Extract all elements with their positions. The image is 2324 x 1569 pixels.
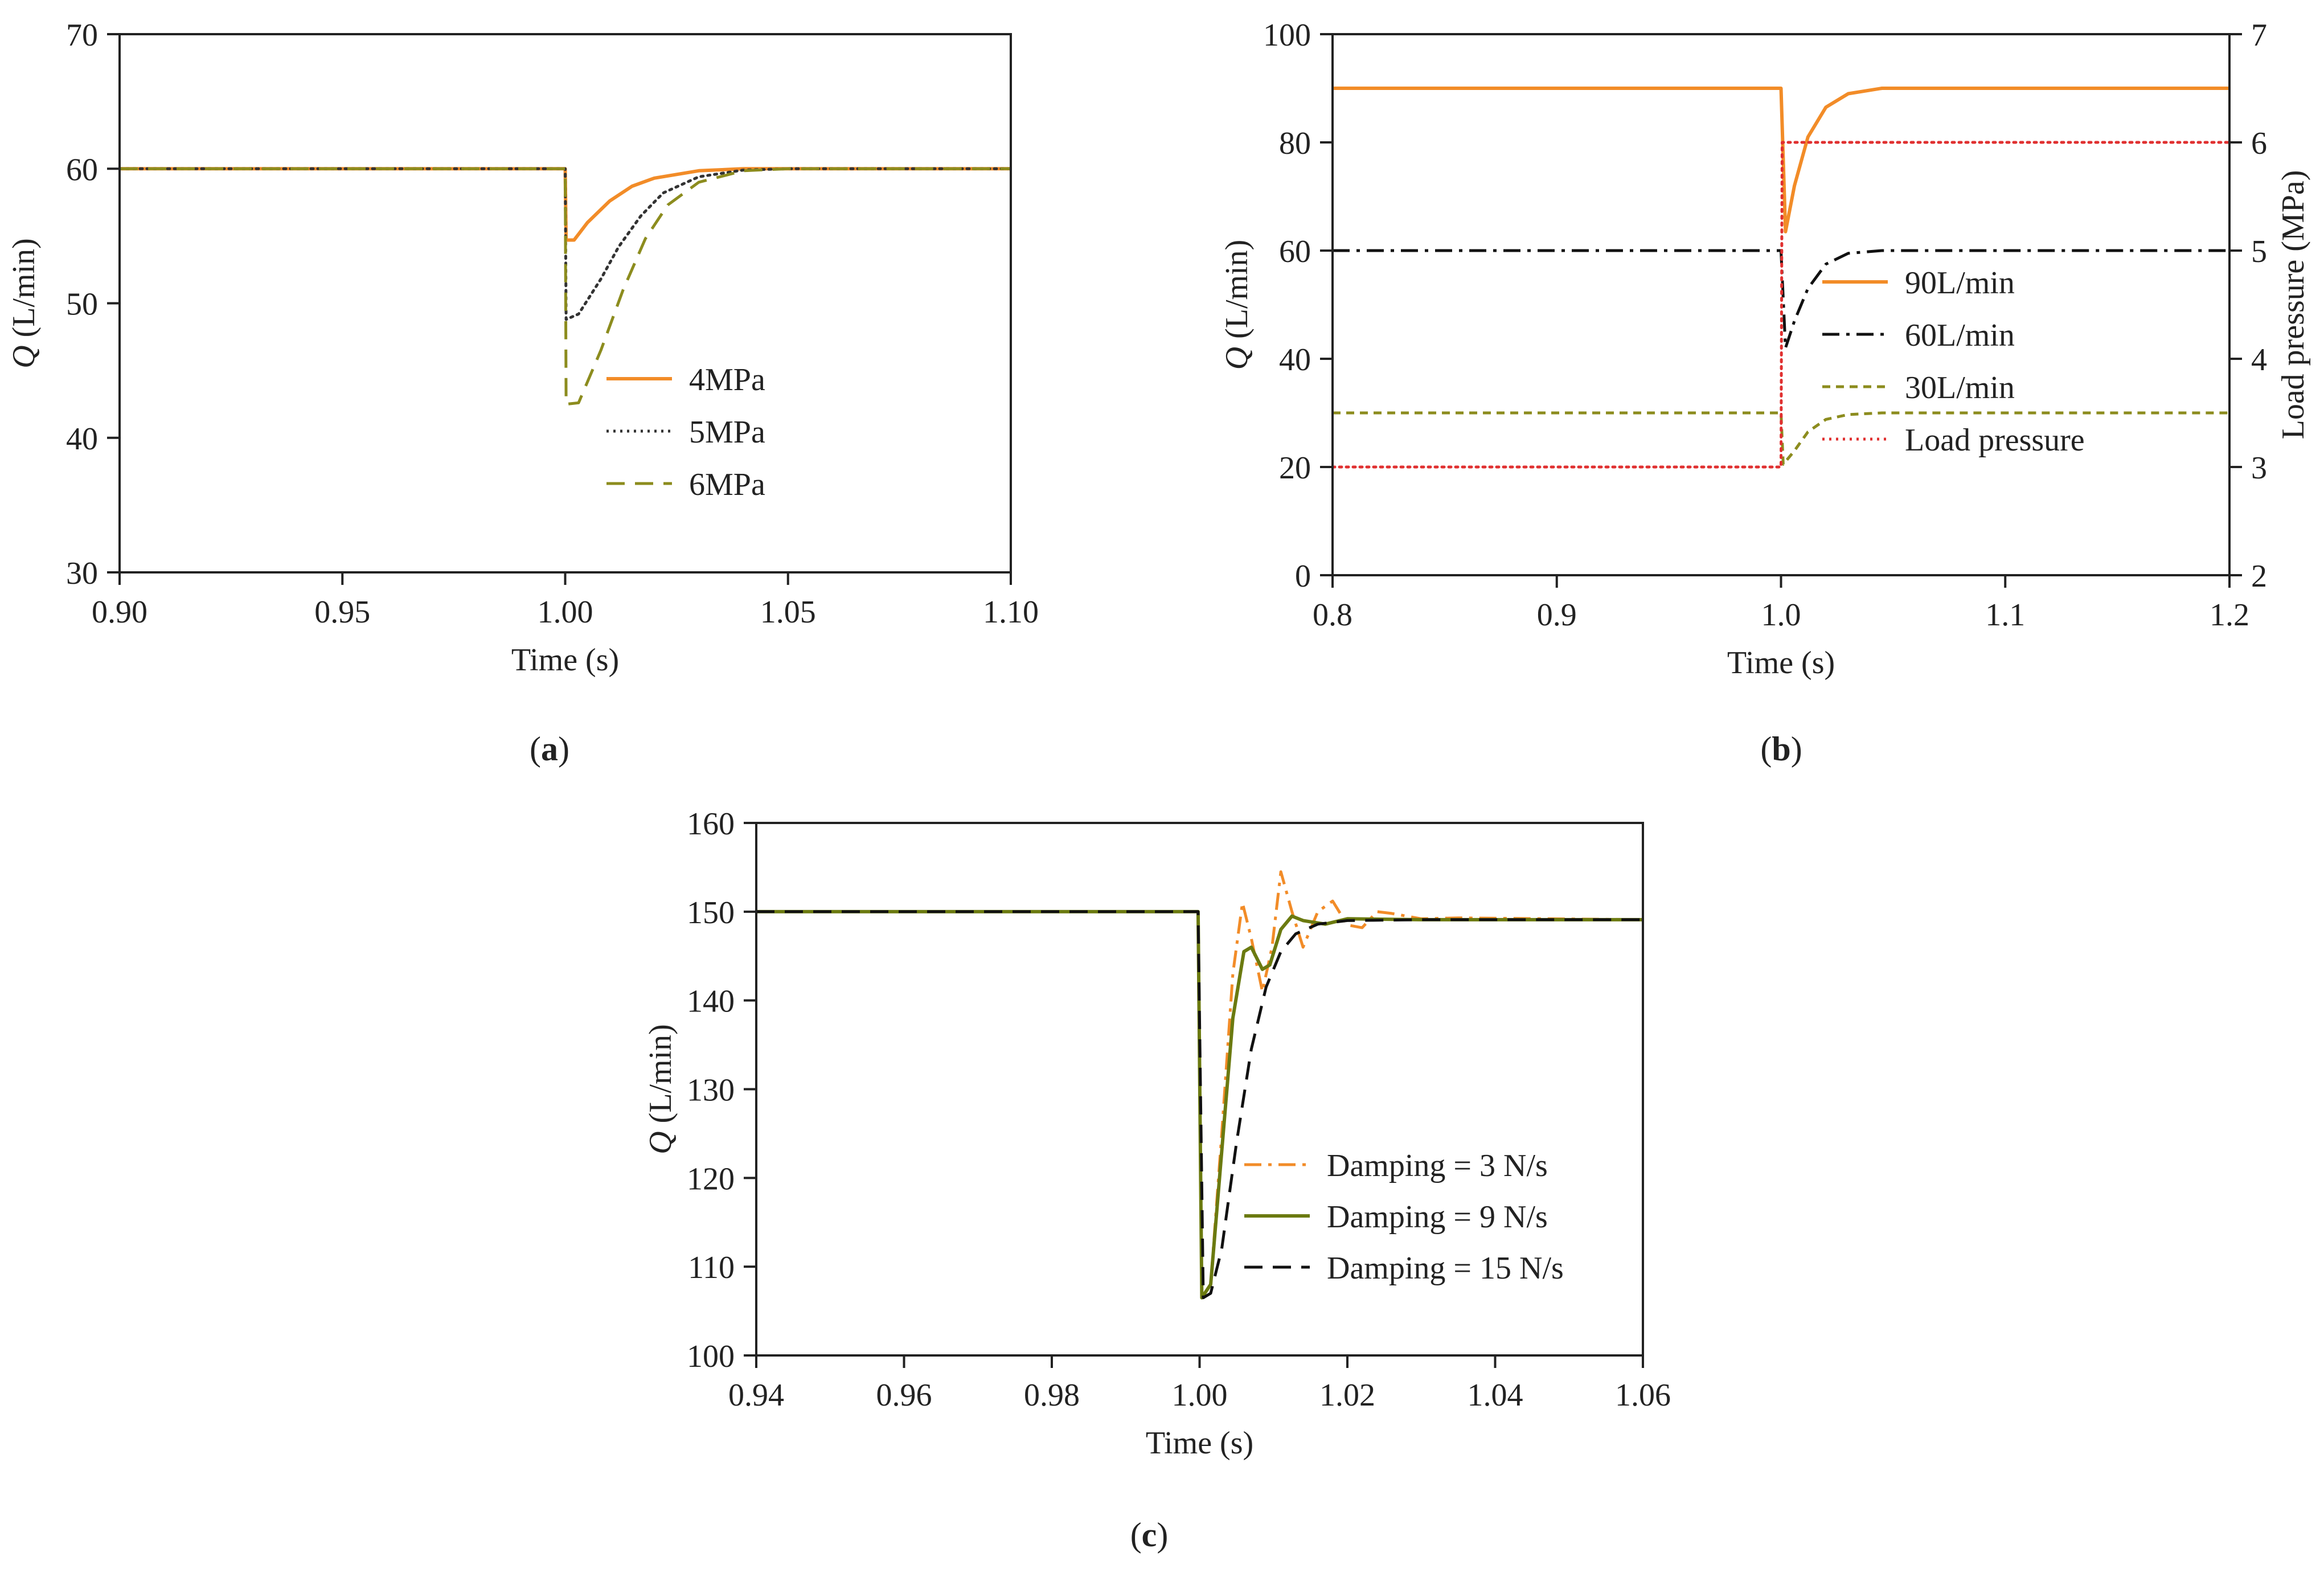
panel-label-open: ( bbox=[1760, 730, 1772, 768]
x-tick-label: 0.95 bbox=[314, 595, 370, 630]
panel-label-letter: c bbox=[1142, 1516, 1157, 1554]
series-line-c-2 bbox=[756, 910, 1643, 1300]
panel-label-close: ) bbox=[1791, 730, 1802, 768]
y-axis-unit: (L/min) bbox=[6, 238, 42, 345]
x-tick-label: 1.05 bbox=[760, 595, 816, 630]
y2-tick-label: 6 bbox=[2251, 126, 2267, 161]
legend-label-a-1: 5MPa bbox=[689, 415, 765, 450]
y-tick-label: 60 bbox=[1279, 234, 1311, 269]
y-tick-label: 40 bbox=[1279, 342, 1311, 378]
x-tick-label: 0.96 bbox=[876, 1378, 932, 1413]
y2-tick-label: 7 bbox=[2251, 18, 2267, 53]
y-axis-symbol: Q bbox=[6, 345, 42, 368]
y2-tick-label: 3 bbox=[2251, 450, 2267, 486]
x-tick-label: 1.02 bbox=[1319, 1378, 1375, 1413]
y-tick-label: 140 bbox=[687, 984, 735, 1019]
y2-tick-label: 4 bbox=[2251, 342, 2267, 378]
x-tick-label: 0.94 bbox=[728, 1378, 784, 1413]
y-tick-label: 110 bbox=[688, 1250, 735, 1285]
y-tick-label: 30 bbox=[66, 556, 98, 591]
series-line-c-1 bbox=[756, 910, 1643, 1300]
x-tick-label: 0.9 bbox=[1537, 597, 1577, 633]
legend-label-b-3: Load pressure bbox=[1905, 423, 2085, 458]
x-tick-label: 1.06 bbox=[1615, 1378, 1671, 1413]
legend-label-b-1: 60L/min bbox=[1905, 318, 2015, 353]
series-line-a-2 bbox=[120, 167, 1011, 406]
legend-label-a-0: 4MPa bbox=[689, 362, 765, 398]
panel-label-letter: b bbox=[1772, 730, 1790, 768]
y-tick-label: 100 bbox=[687, 1339, 735, 1374]
y-tick-label: 160 bbox=[687, 806, 735, 842]
x-axis-label: Time (s) bbox=[1727, 645, 1835, 681]
panel-label-letter: a bbox=[541, 730, 558, 768]
y-axis-unit: (L/min) bbox=[643, 1024, 678, 1131]
x-tick-label: 0.90 bbox=[92, 595, 147, 630]
y-tick-label: 40 bbox=[66, 421, 98, 457]
y-tick-label: 120 bbox=[687, 1161, 735, 1197]
y-axis-symbol: Q bbox=[643, 1131, 678, 1154]
y-axis-label: Q (L/min) bbox=[6, 238, 42, 368]
legend-label-a-2: 6MPa bbox=[689, 467, 765, 502]
series-line-b-1 bbox=[1333, 249, 2229, 350]
panel-b: 0.8 0.9 1.0 1.1 1.2 0 20 40 60 80 100 2 3 4 5 6 7 Load pr… bbox=[1219, 18, 2311, 768]
legend-label-b-0: 90L/min bbox=[1905, 265, 2015, 301]
x-axis-label: Time (s) bbox=[1146, 1425, 1253, 1461]
x-tick-label: 0.8 bbox=[1313, 597, 1352, 633]
y-tick-label: 130 bbox=[687, 1073, 735, 1108]
series-line-b-3 bbox=[1331, 141, 2231, 469]
x-axis-label: Time (s) bbox=[511, 642, 619, 678]
y2-tick-label: 5 bbox=[2251, 234, 2267, 269]
y-tick-label: 0 bbox=[1295, 559, 1311, 594]
x-tick-label: 1.00 bbox=[1172, 1378, 1228, 1413]
x-tick-label: 1.2 bbox=[2210, 597, 2249, 633]
panel-label-open: ( bbox=[1130, 1516, 1142, 1554]
panel-label-open: ( bbox=[530, 730, 541, 768]
panel-label-c: (c) bbox=[1130, 1516, 1169, 1554]
panel-label-b: (b) bbox=[1760, 730, 1802, 768]
x-tick-label: 0.98 bbox=[1024, 1378, 1080, 1413]
y-tick-label: 20 bbox=[1279, 450, 1311, 486]
panel-label-close: ) bbox=[1157, 1516, 1168, 1554]
y-axis-unit: (L/min) bbox=[1219, 240, 1255, 347]
legend-label-c-1: Damping = 9 N/s bbox=[1327, 1199, 1548, 1235]
panel-c: 0.94 0.96 0.98 1.00 1.02 1.04 1.06 100 110 120 130… bbox=[643, 806, 1671, 1554]
y-tick-label: 50 bbox=[66, 287, 98, 322]
legend-label-c-2: Damping = 15 N/s bbox=[1327, 1251, 1564, 1286]
legend-label-b-2: 30L/min bbox=[1905, 370, 2015, 405]
y-axis-symbol: Q bbox=[1219, 347, 1255, 370]
panel-label-a: (a) bbox=[530, 730, 569, 768]
panel-label-close: ) bbox=[558, 730, 569, 768]
y-tick-label: 150 bbox=[687, 895, 735, 931]
x-tick-label: 1.1 bbox=[1985, 597, 2025, 633]
x-tick-label: 1.10 bbox=[983, 595, 1039, 630]
y-axis-label: Q (L/min) bbox=[1219, 240, 1255, 370]
x-tick-label: 1.00 bbox=[538, 595, 593, 630]
series-line-c-0 bbox=[756, 870, 1643, 1300]
y-axis-label: Q (L/min) bbox=[643, 1024, 678, 1154]
y-tick-label: 80 bbox=[1279, 126, 1311, 161]
y-tick-label: 100 bbox=[1263, 18, 1311, 53]
panel-a: 0.90 0.95 1.00 1.05 1.10 30 40 50 60 70 Time (s) Q … bbox=[6, 18, 1039, 768]
y-tick-label: 70 bbox=[66, 18, 98, 53]
series-line-b-0 bbox=[1333, 87, 2229, 233]
y2-tick-label: 2 bbox=[2251, 559, 2267, 594]
y2-axis-label: Load pressure (MPa) bbox=[2276, 170, 2311, 440]
x-tick-label: 1.04 bbox=[1468, 1378, 1523, 1413]
y-tick-label: 60 bbox=[66, 152, 98, 187]
x-tick-label: 1.0 bbox=[1761, 597, 1801, 633]
legend-label-c-0: Damping = 3 N/s bbox=[1327, 1148, 1548, 1183]
